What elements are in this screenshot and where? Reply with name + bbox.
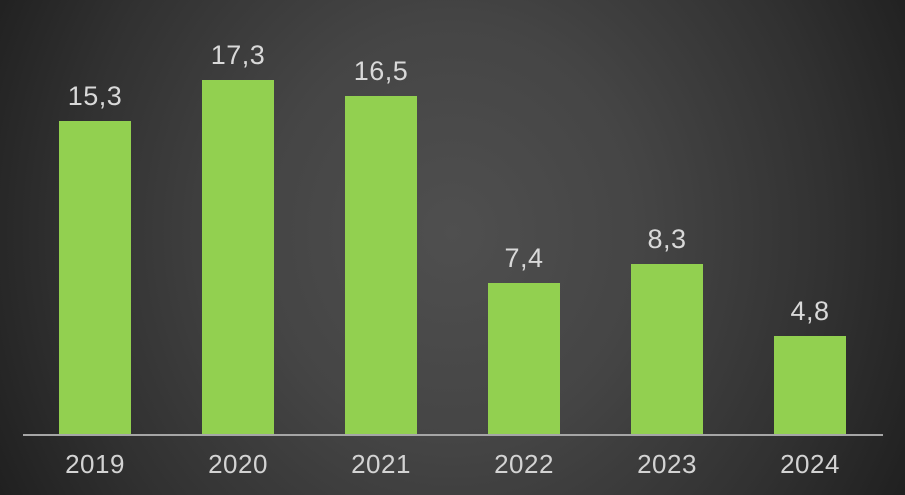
- x-axis-label: 2021: [351, 449, 411, 479]
- x-axis-label: 2023: [637, 449, 697, 479]
- bar: [59, 121, 131, 434]
- bar-value-label: 8,3: [647, 224, 687, 254]
- bar: [631, 264, 703, 434]
- x-axis-label: 2019: [65, 449, 125, 479]
- bar: [488, 283, 560, 434]
- x-axis-label: 2020: [208, 449, 268, 479]
- bar-value-label: 7,4: [504, 243, 544, 273]
- bar: [345, 96, 417, 434]
- x-axis-label: 2022: [494, 449, 554, 479]
- bar-value-label: 17,3: [210, 40, 266, 70]
- x-axis-label: 2024: [780, 449, 840, 479]
- bar-value-label: 15,3: [67, 81, 123, 111]
- bar-value-label: 16,5: [353, 56, 409, 86]
- bar: [774, 336, 846, 434]
- x-axis-line: [23, 434, 883, 436]
- bar-value-label: 4,8: [790, 296, 830, 326]
- bar: [202, 80, 274, 434]
